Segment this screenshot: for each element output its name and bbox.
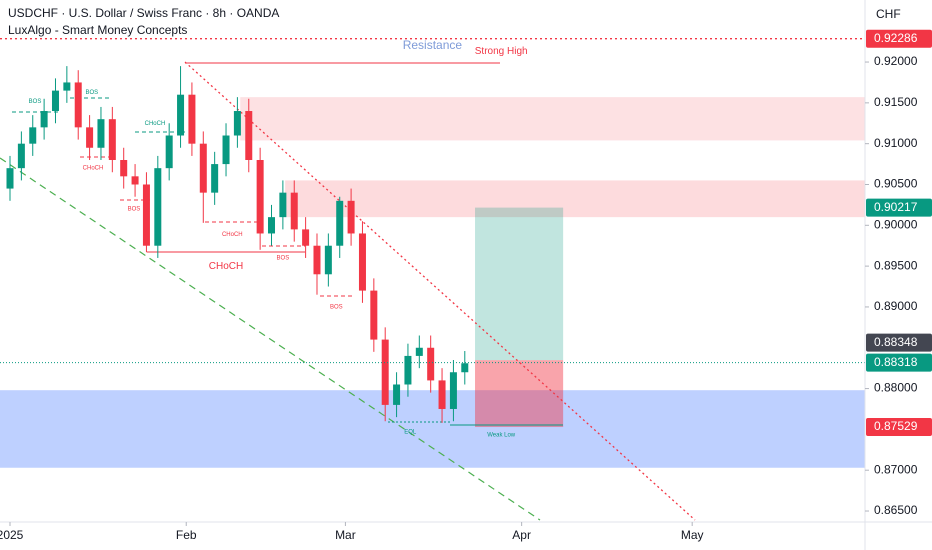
trendline — [0, 157, 541, 521]
y-tick-label: 0.90000 — [874, 217, 918, 231]
candle-body — [279, 192, 287, 218]
currency: CHF — [876, 7, 901, 21]
y-tick-label: 0.86500 — [874, 503, 918, 517]
candle-body — [199, 143, 207, 193]
zone — [285, 180, 865, 218]
candle-body — [154, 168, 162, 246]
candle-body — [313, 245, 321, 275]
symbol-title: USDCHF · U.S. Dollar / Swiss Franc · 8h … — [8, 6, 279, 20]
candle-body — [324, 245, 332, 275]
indicator-name: LuxAlgo - Smart Money Concepts — [8, 23, 187, 37]
zones — [0, 97, 866, 468]
candle-body — [51, 90, 59, 112]
annotation: BOS — [330, 305, 343, 311]
candle-body — [233, 111, 241, 136]
stop-zone — [475, 360, 564, 428]
candle-body — [86, 127, 94, 148]
price-label-box — [866, 198, 932, 217]
candle-body — [415, 347, 423, 356]
annotation: Strong High — [475, 46, 528, 57]
candle-body — [370, 290, 378, 340]
candle-body — [97, 119, 105, 148]
price-label-box — [866, 353, 932, 372]
annotation: CHoCH — [83, 166, 104, 172]
candle-body — [404, 355, 412, 385]
y-tick-label: 0.90500 — [874, 177, 918, 191]
price-label-box — [866, 333, 932, 352]
candle-body — [290, 192, 298, 230]
zone — [0, 390, 865, 468]
annotation: EQL — [404, 429, 417, 435]
x-tick-label: Feb — [176, 528, 197, 542]
y-tick-label: 0.92000 — [874, 54, 918, 68]
annotation: Weak Low — [487, 433, 516, 439]
price-label: 0.88318 — [874, 355, 918, 369]
price-label: 0.92286 — [874, 31, 918, 45]
annotation: BOS — [128, 207, 141, 213]
candle-body — [302, 229, 310, 246]
x-tick-label: Apr — [512, 528, 531, 542]
candle-body — [177, 94, 185, 136]
y-tick-label: 0.91500 — [874, 95, 918, 109]
candle-body — [188, 94, 196, 144]
annotation: BOS — [29, 99, 42, 105]
candle-body — [245, 111, 253, 160]
axis: 0.92000 0.91500 0.91000 0.90500 0.90000 0.895… — [0, 29, 932, 542]
candle-body — [74, 82, 82, 128]
candle-body — [108, 119, 116, 160]
x-tick-label: May — [681, 528, 704, 542]
candle-body — [211, 164, 219, 193]
candle-body — [427, 347, 435, 381]
annotation: BOS — [86, 90, 99, 96]
candle-body — [165, 135, 173, 169]
y-tick-label: 0.89500 — [874, 258, 918, 272]
candle-body — [29, 127, 37, 144]
zone — [240, 97, 866, 141]
candle-body — [17, 143, 25, 169]
candle-body — [40, 111, 48, 128]
y-tick-label: 0.91000 — [874, 136, 918, 150]
candle-body — [63, 82, 71, 91]
candle-body — [381, 339, 389, 405]
candle-body — [393, 384, 401, 405]
annotation: CHoCH — [222, 232, 243, 238]
price-axis — [865, 0, 932, 550]
annotation: BOS — [277, 256, 290, 262]
x-tick-label: Mar — [335, 528, 356, 542]
candle-body — [347, 200, 355, 234]
annotation: CHoCH — [145, 121, 166, 127]
candle-body — [461, 363, 469, 373]
candle-body — [449, 372, 457, 409]
candle-body — [6, 168, 14, 189]
candle-body — [222, 135, 230, 165]
annotation: CHoCH — [209, 261, 243, 272]
candle-body — [120, 160, 128, 177]
target-zone — [475, 207, 564, 361]
candle-body — [256, 160, 264, 234]
y-tick-label: 0.87000 — [874, 462, 918, 476]
price-label: 0.87529 — [874, 419, 918, 433]
candle-body — [268, 217, 276, 234]
price-label: 0.90217 — [874, 200, 918, 214]
candle-body — [358, 233, 366, 291]
candle-body — [131, 176, 139, 185]
price-label: 0.88348 — [874, 335, 918, 349]
candle-body — [142, 184, 150, 246]
plot: BOS BOS CHoCH CHoCH BOS CHoCH CHoCH BOS BOS EQL We… — [0, 38, 865, 439]
price-label-box — [866, 29, 932, 48]
x-tick-label: 2025 — [0, 528, 24, 542]
candle-body — [336, 200, 344, 246]
y-tick-label: 0.88000 — [874, 381, 918, 395]
trendline — [184, 61, 696, 521]
candle-body — [438, 380, 446, 409]
price-label-box — [866, 418, 932, 437]
annotation: Resistance — [403, 38, 463, 52]
y-tick-label: 0.89000 — [874, 299, 918, 313]
